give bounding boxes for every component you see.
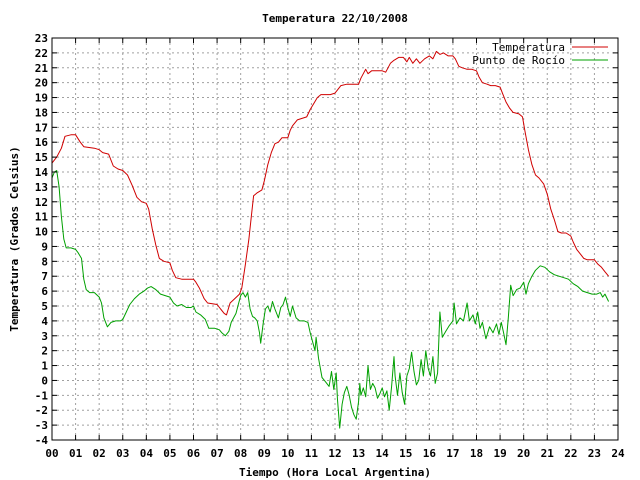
x-tick-label: 16 [423,447,437,460]
x-tick-label: 05 [163,447,176,460]
x-tick-label: 03 [116,447,129,460]
y-tick-label: -3 [35,419,48,432]
y-tick-label: 4 [41,315,48,328]
y-tick-label: 16 [35,136,49,149]
series-line-punto-de-rocio [51,170,610,429]
x-tick-label: 17 [446,447,459,460]
x-tick-label: 18 [470,447,483,460]
x-tick-label: 14 [376,447,390,460]
series-lines [51,50,610,429]
chart-title: Temperatura 22/10/2008 [262,12,408,25]
y-tick-label: -2 [35,404,48,417]
legend-label-temperatura: Temperatura [492,41,565,54]
y-tick-label: 7 [41,270,48,283]
x-tick-label: 23 [588,447,601,460]
x-tick-label: 09 [258,447,271,460]
y-tick-label: 12 [35,196,48,209]
legend-label-punto-de-rocio: Punto de Rocío [472,54,565,67]
y-tick-label: 2 [41,345,48,358]
x-tick-label: 01 [69,447,83,460]
x-tick-label: 08 [234,447,247,460]
x-tick-label: 13 [352,447,365,460]
series-line-temperatura [51,50,609,316]
y-tick-label: 19 [35,92,48,105]
x-tick-label: 21 [541,447,555,460]
y-tick-label: 22 [35,47,48,60]
x-axis-label: Tiempo (Hora Local Argentina) [239,466,431,479]
x-tick-label: 00 [45,447,58,460]
y-tick-label: 18 [35,106,48,119]
y-tick-label: -4 [35,434,49,447]
y-tick-label: -1 [35,389,49,402]
x-tick-label: 10 [281,447,294,460]
y-tick-label: 21 [35,62,49,75]
y-tick-label: 15 [35,151,48,164]
y-tick-label: 13 [35,181,48,194]
x-tick-label: 07 [210,447,223,460]
y-tick-label: 23 [35,32,48,45]
y-tick-label: 17 [35,121,48,134]
x-tick-label: 22 [564,447,577,460]
y-tick-label: 1 [41,360,48,373]
y-tick-label: 9 [41,240,48,253]
x-tick-label: 12 [328,447,341,460]
x-tick-label: 20 [517,447,530,460]
y-tick-label: 8 [41,255,48,268]
x-tick-label: 24 [611,447,625,460]
y-tick-label: 0 [41,374,48,387]
y-tick-label: 3 [41,330,48,343]
y-tick-label: 6 [41,285,48,298]
y-tick-label: 10 [35,226,48,239]
grid [52,38,618,440]
x-tick-label: 02 [93,447,106,460]
x-tick-label: 04 [140,447,154,460]
y-tick-label: 5 [41,300,48,313]
x-tick-label: 15 [399,447,412,460]
y-axis-label: Temperatura (Grados Celsius) [8,146,21,331]
x-tick-label: 11 [305,447,319,460]
y-tick-label: 20 [35,77,48,90]
axis-ticks: 00 01 02 03 04 05 06 07 08 09 10 11 12 13 14 15 16 17 18 19… [35,32,625,460]
y-tick-label: 11 [35,211,49,224]
x-tick-label: 19 [493,447,506,460]
x-tick-label: 06 [187,447,201,460]
y-tick-label: 14 [35,166,49,179]
